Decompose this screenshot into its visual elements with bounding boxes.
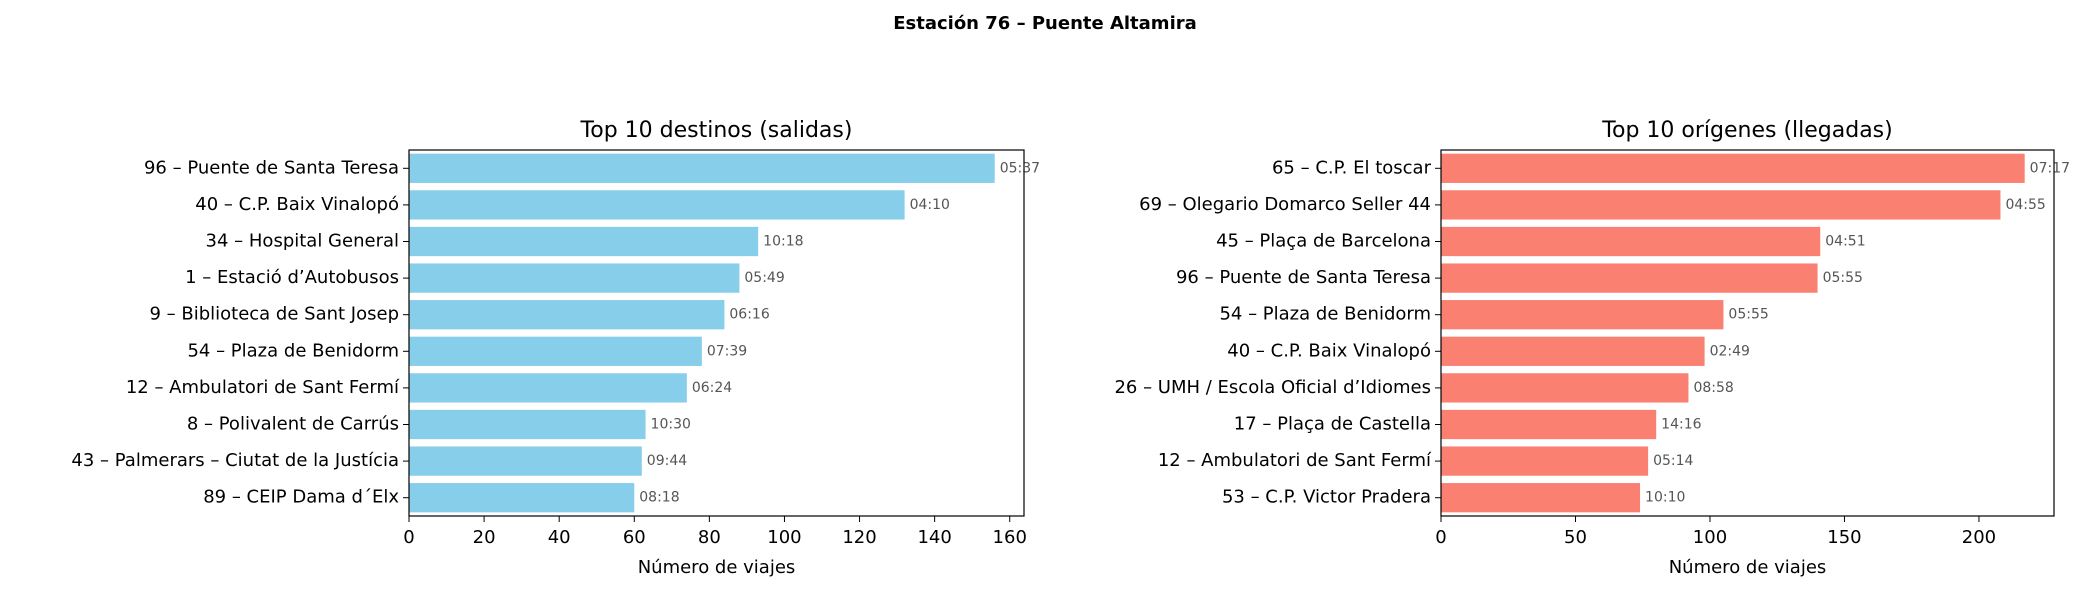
bar — [1441, 263, 1818, 293]
x-tick-label: 120 — [842, 527, 876, 548]
bar-annotation: 09:44 — [647, 453, 687, 469]
y-tick-label: 9 – Biblioteca de Sant Josep — [149, 304, 399, 325]
bar-annotation: 02:49 — [1710, 343, 1750, 359]
y-tick-label: 40 – C.P. Baix Vinalopó — [195, 194, 399, 215]
y-tick-label: 1 – Estació d’Autobusos — [185, 267, 399, 288]
x-tick-label: 0 — [403, 527, 414, 548]
bar-annotation: 06:16 — [729, 307, 769, 323]
y-tick-label: 17 – Plaça de Castella — [1234, 414, 1431, 435]
y-tick-label: 96 – Puente de Santa Teresa — [1176, 267, 1431, 288]
bar-annotation: 08:18 — [639, 490, 679, 506]
y-tick-label: 40 – C.P. Baix Vinalopó — [1227, 340, 1431, 361]
bar-annotation: 04:55 — [2005, 197, 2045, 213]
bar — [1441, 336, 1705, 366]
bar — [409, 373, 687, 403]
bar — [409, 336, 702, 366]
bar-annotation: 05:55 — [1823, 270, 1863, 286]
y-tick-label: 96 – Puente de Santa Teresa — [144, 157, 399, 178]
axes-frame — [1440, 149, 2055, 517]
bar-annotation: 14:16 — [1661, 417, 1701, 433]
y-tick-label: 54 – Plaza de Benidorm — [187, 340, 399, 361]
x-tick-label: 160 — [993, 527, 1027, 548]
bar — [409, 483, 635, 513]
x-tick-label: 200 — [1962, 527, 1996, 548]
bar-annotation: 04:10 — [910, 197, 950, 213]
bar-annotation: 05:37 — [1000, 160, 1040, 176]
bar-annotation: 05:49 — [744, 270, 784, 286]
bar — [1441, 226, 1821, 257]
x-tick-label: 140 — [917, 527, 951, 548]
bar — [1441, 409, 1657, 440]
bar-annotation: 06:24 — [692, 380, 732, 396]
x-tick-label: 40 — [548, 527, 571, 548]
y-tick-label: 45 – Plaça de Barcelona — [1216, 231, 1431, 252]
bar — [1441, 483, 1641, 513]
axes-frame — [408, 149, 1025, 517]
bar-annotation: 07:17 — [2030, 160, 2070, 176]
bar — [1441, 373, 1689, 403]
bar — [1441, 190, 2001, 220]
bar — [1441, 300, 1724, 330]
y-tick-label: 43 – Palmerars – Ciutat de la Justícia — [71, 450, 399, 471]
bar — [409, 300, 725, 330]
x-tick-label: 50 — [1564, 527, 1587, 548]
bar-annotation: 10:10 — [1645, 490, 1685, 506]
bar-annotation: 05:14 — [1653, 453, 1693, 469]
x-tick-label: 20 — [473, 527, 496, 548]
bar — [1441, 446, 1649, 476]
bar-annotation: 08:58 — [1693, 380, 1733, 396]
x-tick-label: 60 — [623, 527, 646, 548]
bar — [409, 226, 759, 257]
figure-title: Estación 76 – Puente Altamira — [893, 13, 1197, 34]
x-tick-label: 100 — [1693, 527, 1727, 548]
bar — [409, 446, 642, 476]
y-tick-label: 65 – C.P. El toscar — [1272, 157, 1432, 178]
y-tick-label: 89 – CEIP Dama d´Elx — [203, 487, 399, 508]
bar-annotation: 10:30 — [651, 417, 691, 433]
y-tick-label: 8 – Polivalent de Carrús — [187, 414, 399, 435]
bar-annotation: 10:18 — [763, 234, 803, 250]
x-axis-label: Número de viajes — [1669, 557, 1827, 578]
x-tick-label: 100 — [767, 527, 801, 548]
x-axis-label: Número de viajes — [638, 557, 796, 578]
chart-title: Top 10 destinos (salidas) — [580, 118, 853, 143]
y-tick-label: 12 – Ambulatori de Sant Fermí — [1158, 450, 1432, 471]
y-tick-label: 26 – UMH / Escola Oficial d’Idiomes — [1114, 377, 1431, 398]
x-tick-label: 150 — [1827, 527, 1861, 548]
bar-annotation: 04:51 — [1825, 234, 1865, 250]
chart-title: Top 10 orígenes (llegadas) — [1601, 118, 1892, 143]
bar-annotation: 05:55 — [1728, 307, 1768, 323]
bar — [409, 153, 995, 183]
bar — [409, 409, 646, 440]
x-tick-label: 0 — [1435, 527, 1446, 548]
bar-annotation: 07:39 — [707, 343, 747, 359]
y-tick-label: 69 – Olegario Domarco Seller 44 — [1139, 194, 1431, 215]
x-tick-label: 80 — [698, 527, 721, 548]
bar — [409, 190, 905, 220]
bar — [409, 263, 740, 293]
bar — [1441, 153, 2025, 183]
y-tick-label: 54 – Plaza de Benidorm — [1219, 304, 1431, 325]
y-tick-label: 34 – Hospital General — [206, 231, 399, 252]
y-tick-label: 12 – Ambulatori de Sant Fermí — [126, 377, 400, 398]
y-tick-label: 53 – C.P. Victor Pradera — [1222, 487, 1431, 508]
